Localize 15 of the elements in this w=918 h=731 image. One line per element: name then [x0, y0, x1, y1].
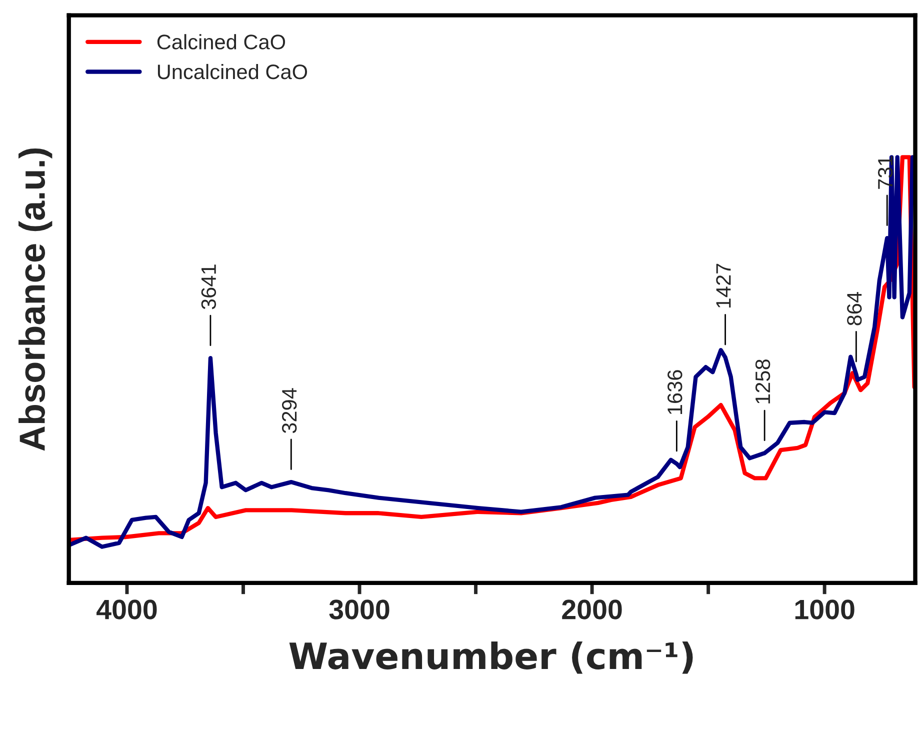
annotation: 1636 — [668, 370, 682, 414]
annotation: 1427 — [716, 264, 731, 308]
legend-label: Uncalcined CaO — [158, 64, 308, 80]
x-tick-label: 4000 — [96, 600, 157, 620]
annotation: 3641 — [201, 264, 216, 310]
x-axis-title: Wavenumber (cm⁻¹) — [289, 642, 693, 674]
x-tick-label: 3000 — [329, 600, 390, 620]
y-axis-title: Absorbance (a.u.) — [18, 148, 52, 451]
annotation: 731 — [878, 156, 893, 189]
annotation: 864 — [847, 292, 862, 326]
x-tick-label: 1000 — [795, 600, 854, 620]
annotation: 1258 — [755, 360, 770, 404]
legend-label: Calcined CaO — [157, 34, 286, 50]
annotation: 3294 — [282, 388, 297, 434]
x-tick-label: 2000 — [562, 600, 622, 620]
